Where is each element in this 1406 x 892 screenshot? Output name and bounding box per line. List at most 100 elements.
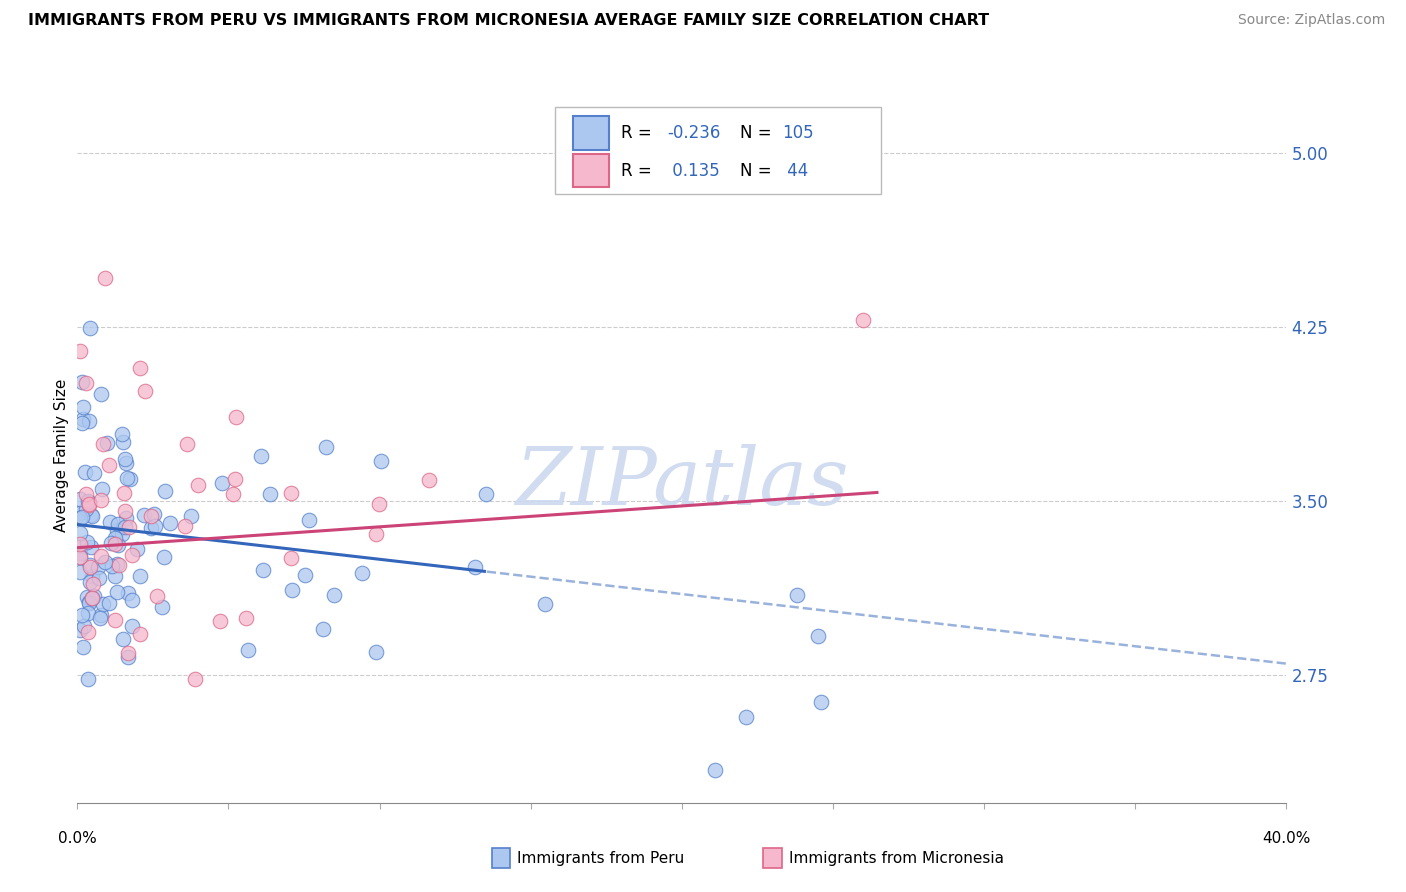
Point	[786, 588, 808, 602]
Text: 0.0%: 0.0%	[58, 830, 97, 846]
Text: Source: ZipAtlas.com: Source: ZipAtlas.com	[1237, 13, 1385, 28]
Point	[118, 472, 141, 486]
Point	[146, 589, 169, 603]
Point	[159, 516, 181, 531]
Text: Immigrants from Peru: Immigrants from Peru	[517, 851, 685, 865]
Point	[76, 376, 98, 390]
Point	[105, 523, 128, 537]
Point	[735, 709, 758, 723]
Point	[294, 568, 316, 582]
Point	[107, 538, 129, 552]
Point	[73, 619, 96, 633]
Point	[114, 520, 136, 534]
Point	[90, 386, 112, 401]
Point	[79, 498, 101, 512]
Point	[810, 695, 832, 709]
Point	[69, 546, 91, 560]
Point	[97, 458, 120, 472]
Point	[104, 531, 127, 545]
Point	[121, 548, 143, 562]
Point	[533, 597, 555, 611]
Text: N =: N =	[740, 124, 778, 142]
Point	[139, 521, 162, 535]
Point	[105, 585, 128, 599]
Point	[76, 624, 98, 639]
Point	[704, 763, 727, 777]
Point	[76, 606, 98, 620]
Point	[118, 519, 141, 533]
Text: R =: R =	[621, 161, 658, 179]
Point	[90, 549, 112, 563]
Point	[76, 534, 98, 549]
Point	[87, 571, 110, 585]
Point	[114, 452, 136, 467]
Point	[153, 484, 176, 499]
Point	[69, 511, 91, 525]
Point	[79, 574, 101, 589]
Point	[107, 517, 129, 532]
Point	[91, 597, 114, 611]
Point	[249, 449, 271, 463]
Point	[111, 434, 134, 449]
Point	[101, 559, 124, 574]
Point	[366, 527, 388, 541]
Point	[176, 437, 198, 451]
Point	[91, 482, 114, 496]
Point	[69, 506, 91, 520]
Point	[77, 495, 100, 509]
Point	[211, 475, 233, 490]
Point	[184, 672, 207, 686]
Point	[323, 588, 346, 602]
Point	[77, 596, 100, 610]
FancyBboxPatch shape	[555, 107, 882, 194]
Point	[111, 427, 134, 442]
Point	[96, 435, 118, 450]
Point	[80, 508, 103, 522]
Point	[69, 539, 91, 553]
Point	[79, 558, 101, 572]
Point	[114, 504, 136, 518]
Text: N =: N =	[740, 161, 778, 179]
Point	[370, 454, 392, 468]
Point	[69, 344, 91, 359]
Point	[94, 270, 117, 285]
Point	[180, 509, 202, 524]
Point	[117, 586, 139, 600]
Point	[76, 590, 98, 604]
Point	[236, 643, 259, 657]
Point	[418, 474, 440, 488]
Point	[235, 611, 257, 625]
Bar	[763, 848, 782, 868]
Point	[72, 640, 94, 654]
Point	[852, 313, 875, 327]
Point	[350, 566, 373, 581]
Point	[83, 467, 105, 481]
Point	[75, 501, 97, 516]
Point	[76, 494, 98, 508]
Point	[259, 487, 281, 501]
Point	[281, 582, 304, 597]
Point	[112, 486, 135, 500]
Point	[89, 611, 111, 625]
Point	[75, 465, 97, 479]
Point	[69, 549, 91, 564]
Bar	[574, 116, 609, 150]
Point	[121, 593, 143, 607]
Point	[69, 624, 91, 638]
Text: 40.0%: 40.0%	[1263, 830, 1310, 846]
Point	[72, 510, 94, 524]
Point	[134, 384, 156, 399]
Point	[475, 487, 498, 501]
Point	[69, 526, 91, 541]
Point	[80, 591, 103, 606]
Point	[108, 558, 131, 573]
Point	[105, 557, 128, 571]
Y-axis label: Average Family Size: Average Family Size	[53, 378, 69, 532]
Point	[315, 441, 337, 455]
Point	[80, 591, 103, 606]
Point	[69, 549, 91, 564]
Point	[463, 559, 485, 574]
Point	[90, 608, 112, 623]
Point	[69, 537, 91, 551]
Point	[121, 619, 143, 633]
